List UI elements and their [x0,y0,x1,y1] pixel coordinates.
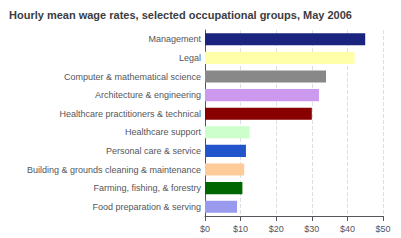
svg-text:Legal: Legal [179,53,201,63]
svg-text:Computer & mathematical scienc: Computer & mathematical science [64,72,201,82]
svg-text:Architecture & engineering: Architecture & engineering [95,90,201,100]
svg-text:$50: $50 [375,224,390,234]
svg-text:Management: Management [148,34,201,44]
svg-text:Food preparation & serving: Food preparation & serving [92,202,201,212]
svg-text:Healthcare practitioners & tec: Healthcare practitioners & technical [59,109,201,119]
svg-text:$30: $30 [304,224,319,234]
svg-text:$10: $10 [233,224,248,234]
svg-text:Hourly mean wage rates, select: Hourly mean wage rates, selected occupat… [9,9,352,21]
svg-text:Farming, fishing, & forestry: Farming, fishing, & forestry [93,183,201,193]
svg-text:Personal care & service: Personal care & service [106,146,201,156]
svg-text:$20: $20 [269,224,284,234]
svg-text:$0: $0 [200,224,210,234]
svg-text:$40: $40 [340,224,355,234]
svg-text:Building & grounds cleaning &: Building & grounds cleaning & maintenanc… [27,165,201,175]
svg-text:Healthcare support: Healthcare support [125,127,202,137]
